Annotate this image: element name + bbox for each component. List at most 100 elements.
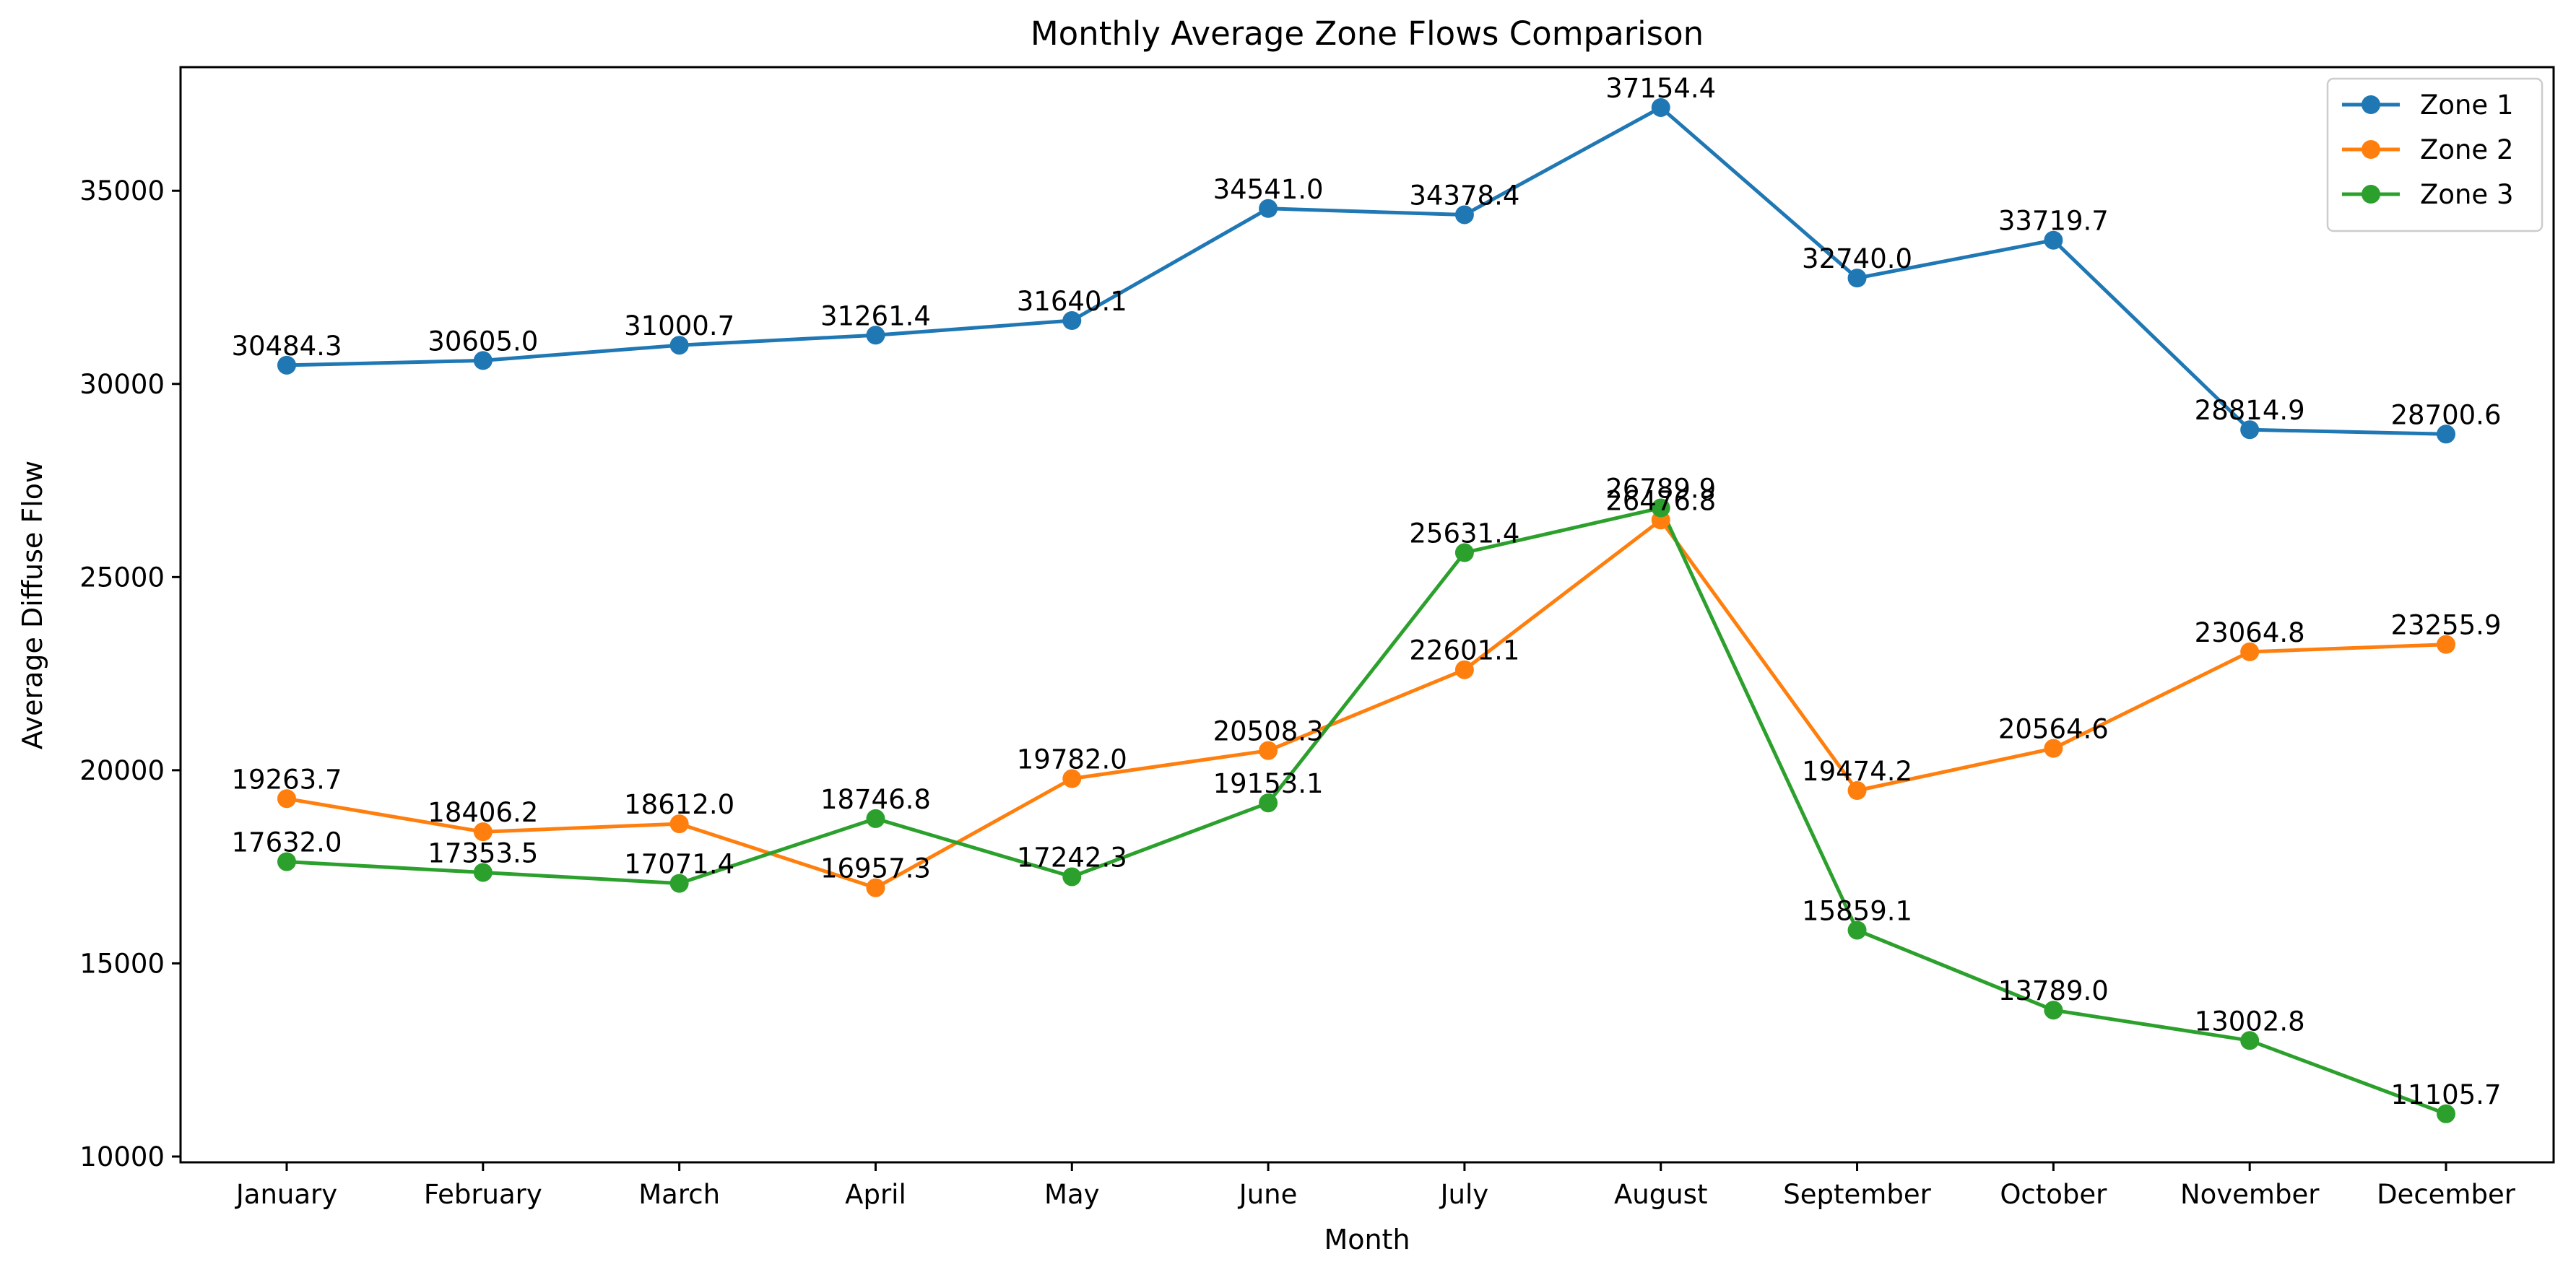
data-label-zone-3: 25631.4 [1409, 518, 1519, 549]
data-label-zone-1: 34541.0 [1213, 174, 1324, 205]
data-point-zone-1 [669, 336, 689, 355]
data-label-zone-2: 16957.3 [820, 853, 931, 884]
data-label-zone-2: 23255.9 [2390, 610, 2501, 641]
data-label-zone-1: 31640.1 [1017, 286, 1127, 317]
data-point-zone-2 [1847, 781, 1867, 801]
data-point-zone-2 [473, 822, 493, 842]
x-tick-label: February [424, 1179, 542, 1210]
data-point-zone-1 [1847, 269, 1867, 288]
data-point-zone-3 [2044, 1001, 2063, 1020]
x-tick-label: September [1783, 1179, 1931, 1210]
data-label-zone-2: 19782.0 [1017, 744, 1127, 775]
data-label-zone-3: 11105.7 [2390, 1079, 2501, 1110]
data-label-zone-1: 34378.4 [1409, 180, 1519, 211]
data-point-zone-3 [1651, 498, 1670, 518]
x-tick-label: August [1614, 1179, 1707, 1210]
series-line-zone-2 [285, 518, 2448, 890]
data-label-zone-3: 15859.1 [1802, 895, 1912, 926]
data-label-zone-2: 18406.2 [428, 797, 538, 828]
x-tick-label: December [2377, 1179, 2516, 1210]
y-tick-label: 20000 [79, 755, 165, 786]
data-label-zone-1: 32740.0 [1802, 243, 1912, 274]
data-point-zone-1 [1259, 199, 1278, 218]
x-tick-label: October [2000, 1179, 2107, 1210]
data-label-zone-3: 19153.1 [1213, 768, 1324, 799]
data-label-zone-3: 17071.4 [624, 849, 734, 880]
data-point-zone-2 [866, 878, 885, 897]
data-label-zone-1: 30484.3 [231, 331, 342, 362]
series-line-zone-1 [285, 105, 2448, 436]
data-point-zone-2 [669, 814, 689, 834]
data-point-zone-3 [866, 809, 885, 828]
data-label-zone-3: 17353.5 [428, 837, 538, 868]
legend-marker [2362, 95, 2380, 114]
x-tick-label: March [638, 1179, 720, 1210]
chart-title: Monthly Average Zone Flows Comparison [1031, 14, 1704, 53]
data-label-zone-2: 23064.8 [2195, 617, 2305, 648]
data-point-zone-2 [2240, 642, 2260, 661]
x-tick-label: January [235, 1179, 337, 1210]
data-label-zone-1: 33719.7 [1998, 206, 2109, 237]
data-point-zone-1 [473, 351, 493, 370]
x-tick-label: May [1044, 1179, 1100, 1210]
data-point-zone-3 [1847, 920, 1867, 940]
legend-label: Zone 3 [2420, 179, 2514, 210]
data-label-zone-3: 13002.8 [2195, 1006, 2305, 1037]
data-label-zone-3: 26789.9 [1605, 474, 1716, 505]
data-label-zone-2: 19474.2 [1802, 756, 1912, 787]
series-markers [277, 97, 2455, 1123]
data-point-zone-3 [1062, 867, 1082, 887]
data-point-zone-3 [473, 863, 493, 882]
data-point-zone-3 [2437, 1104, 2455, 1123]
data-point-zone-1 [1454, 205, 1474, 225]
plot-area-frame [179, 66, 2555, 1164]
data-point-zone-2 [1259, 741, 1278, 760]
legend-label: Zone 2 [2420, 134, 2514, 165]
data-point-zone-1 [2437, 425, 2455, 444]
y-tick-label: 10000 [79, 1141, 165, 1172]
y-tick-label: 30000 [79, 369, 165, 400]
data-point-zone-1 [866, 326, 885, 345]
data-label-zone-2: 19263.7 [231, 764, 342, 795]
data-label-zone-1: 30605.0 [428, 326, 538, 357]
data-label-zone-2: 26476.8 [1605, 485, 1716, 516]
data-point-zone-1 [1651, 97, 1670, 117]
legend: Zone 1 Zone 2 Zone 3 [2326, 77, 2544, 232]
data-label-zone-2: 20508.3 [1213, 716, 1324, 747]
data-label-zone-2: 22601.1 [1409, 635, 1519, 666]
data-point-zone-2 [277, 789, 296, 809]
data-point-zone-1 [2044, 230, 2063, 250]
y-tick-label: 35000 [79, 175, 165, 206]
data-point-zone-3 [1259, 793, 1278, 813]
y-tick-label: 15000 [79, 948, 165, 979]
data-point-zone-2 [1062, 769, 1082, 788]
data-label-zone-2: 20564.6 [1998, 714, 2109, 745]
data-point-zone-1 [2240, 420, 2260, 440]
data-label-zone-3: 18746.8 [820, 784, 931, 815]
x-axis-label: Month [1324, 1224, 1410, 1255]
axis-ticks: January February March April May June July Augu… [79, 175, 2515, 1210]
series-line-zone-3 [285, 506, 2448, 1116]
data-label-zone-1: 28814.9 [2195, 395, 2305, 426]
data-point-zone-1 [1062, 311, 1082, 331]
data-point-zone-3 [1454, 543, 1474, 562]
y-axis-label: Average Diffuse Flow [17, 461, 48, 749]
x-tick-label: April [845, 1179, 906, 1210]
data-label-zone-3: 13789.0 [1998, 975, 2109, 1006]
data-label-zone-1: 37154.4 [1605, 73, 1716, 104]
x-tick-label: June [1238, 1179, 1298, 1210]
data-label-zone-1: 31000.7 [624, 310, 734, 341]
data-label-zone-1: 31261.4 [820, 300, 931, 331]
data-label-zone-2: 18612.0 [624, 789, 734, 820]
x-tick-label: July [1439, 1179, 1489, 1210]
series-lines [285, 105, 2448, 1116]
data-label-zone-1: 28700.6 [2390, 399, 2501, 430]
data-point-zone-1 [277, 355, 296, 375]
data-labels: 30484.3 30605.0 31000.7 31261.4 31640.1 34541… [231, 73, 2501, 1110]
y-tick-label: 25000 [79, 562, 165, 593]
data-point-zone-2 [2044, 739, 2063, 758]
data-label-zone-3: 17632.0 [231, 827, 342, 858]
